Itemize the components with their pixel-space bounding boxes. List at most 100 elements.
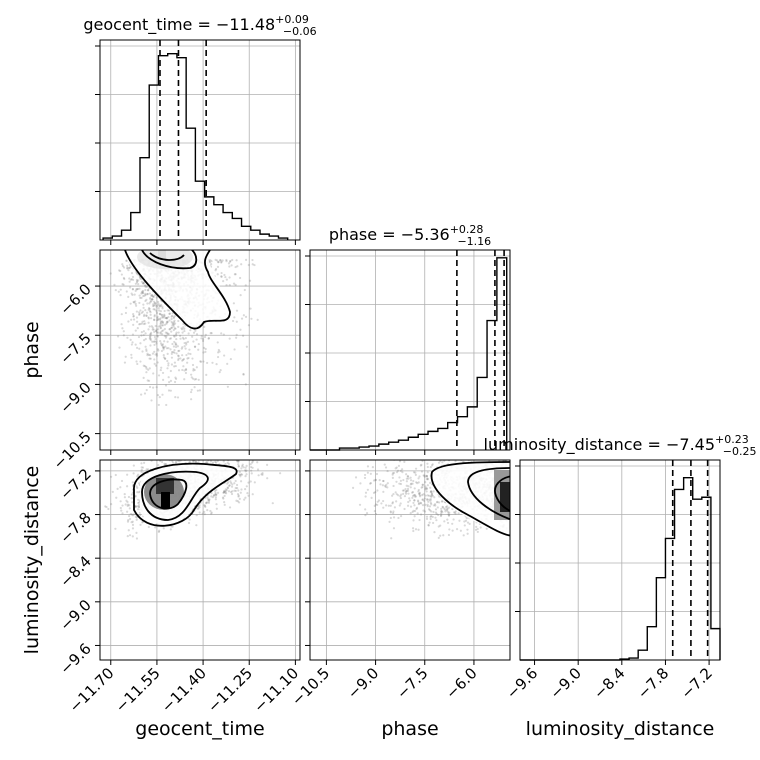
sample-point [151, 298, 154, 301]
sample-point [126, 264, 129, 267]
sample-point [363, 476, 367, 480]
sample-point [463, 520, 466, 523]
sample-point [144, 284, 147, 287]
sample-point [125, 499, 128, 502]
sample-point [424, 494, 427, 497]
sample-point [239, 294, 242, 297]
sample-point [433, 496, 436, 499]
sample-point [149, 338, 152, 342]
sample-point [165, 316, 168, 320]
sample-point [460, 456, 462, 458]
sample-point [429, 481, 432, 484]
sample-point [222, 455, 224, 457]
sample-point [237, 489, 240, 492]
sample-point [149, 317, 153, 320]
sample-point [127, 519, 130, 522]
sample-point [218, 371, 221, 374]
sample-point [170, 446, 172, 448]
sample-point [193, 345, 197, 348]
panel-phase-hist: phase = −5.36+0.28 −1.16 [305, 223, 511, 455]
sample-point [162, 345, 165, 349]
sample-point [175, 331, 178, 334]
sample-point [158, 304, 161, 307]
sample-point [136, 486, 139, 489]
sample-point [447, 506, 451, 509]
sample-point [181, 336, 185, 339]
sample-point [140, 322, 144, 325]
sample-point [471, 453, 473, 455]
sample-point [395, 500, 398, 503]
sample-point [394, 491, 397, 494]
sample-point [435, 512, 438, 515]
sample-point [424, 487, 427, 490]
sample-point [201, 339, 205, 343]
sample-point [200, 337, 203, 340]
sample-point [163, 309, 166, 313]
sample-point [505, 455, 507, 457]
sample-point [143, 313, 146, 316]
sample-point [448, 513, 451, 516]
sample-point [126, 510, 129, 513]
sample-point [227, 490, 231, 493]
sample-point [134, 515, 137, 518]
histogram-step [520, 476, 721, 661]
sample-point [395, 457, 397, 459]
sample-point [215, 456, 217, 458]
sample-point [129, 278, 133, 281]
sample-point [121, 263, 124, 266]
sample-point [376, 489, 379, 492]
sample-point [127, 295, 130, 298]
sample-point [172, 345, 176, 348]
sample-point [201, 456, 203, 458]
sample-point [384, 484, 387, 487]
sample-point [245, 469, 248, 472]
sample-point [149, 344, 152, 347]
sample-point [383, 463, 386, 466]
sample-point [214, 460, 217, 463]
sample-point [123, 361, 127, 364]
sample-point [151, 340, 154, 343]
sample-point [125, 259, 128, 262]
sample-point [168, 312, 171, 316]
sample-point [157, 328, 160, 331]
sample-point [240, 467, 243, 470]
sample-point [212, 494, 215, 497]
sample-point [163, 327, 167, 331]
sample-point [173, 319, 176, 322]
sample-point [146, 379, 149, 382]
sample-point [196, 389, 199, 392]
sample-point [216, 273, 219, 276]
sample-point [245, 437, 247, 439]
sample-point [187, 454, 189, 456]
sample-point [226, 453, 228, 455]
sample-point [237, 463, 240, 466]
sample-point [261, 424, 263, 426]
x-axis-label-geocent_time: geocent_time [135, 718, 264, 740]
panel-frame [519, 459, 721, 661]
sample-point [389, 511, 392, 514]
sample-point [203, 325, 206, 329]
sample-point [447, 533, 451, 537]
panel-frame [309, 459, 511, 661]
sample-point [214, 258, 217, 261]
sample-point [135, 505, 138, 508]
sample-point [189, 352, 192, 356]
sample-point [420, 486, 423, 489]
sample-point [230, 264, 233, 267]
sample-point [135, 485, 138, 488]
sample-point [228, 484, 231, 487]
sample-point [396, 469, 400, 472]
sample-point [141, 290, 144, 293]
sample-point [401, 489, 405, 492]
sample-point [235, 499, 238, 502]
sample-point [168, 328, 171, 331]
x-axis-label-phase: phase [381, 718, 438, 740]
sample-point [181, 354, 184, 357]
sample-point [135, 310, 138, 313]
sample-point [418, 495, 422, 498]
sample-point [161, 320, 164, 323]
sample-point [408, 499, 412, 502]
sample-point [374, 478, 377, 481]
sample-point [187, 356, 190, 360]
sample-point [439, 455, 441, 457]
